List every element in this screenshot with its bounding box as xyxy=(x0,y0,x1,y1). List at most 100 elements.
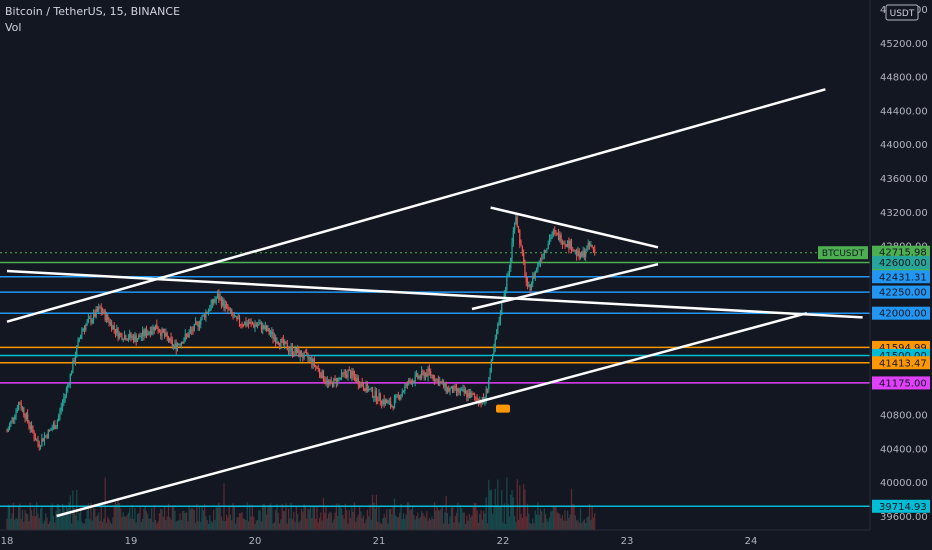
volume-bar xyxy=(569,514,571,530)
volume-bar xyxy=(60,514,62,530)
candle-body xyxy=(27,413,29,422)
candle-body xyxy=(273,337,275,339)
candle-body xyxy=(134,335,136,342)
volume-bar xyxy=(167,503,170,530)
volume-bar xyxy=(457,502,459,530)
candle-body xyxy=(298,349,300,357)
candle-body xyxy=(437,379,440,386)
level-42431-badge xyxy=(872,270,930,284)
candle-body xyxy=(348,370,350,372)
volume-bar xyxy=(72,490,74,530)
candle-body xyxy=(197,322,199,327)
candle-body xyxy=(8,424,11,429)
candle-body xyxy=(307,353,309,359)
volume-bar xyxy=(468,513,471,530)
candle-body xyxy=(449,388,451,392)
candle-body xyxy=(21,408,24,410)
volume-bar xyxy=(488,479,490,530)
candle-body xyxy=(543,250,545,255)
candlesticks[interactable] xyxy=(6,212,596,451)
candle-body xyxy=(542,254,544,259)
time-axis[interactable] xyxy=(0,530,932,550)
candle-body xyxy=(218,293,220,300)
volume-bar xyxy=(448,523,450,530)
candle-body xyxy=(349,370,352,379)
volume-bar xyxy=(198,506,201,530)
volume-bar xyxy=(289,518,291,530)
volume-bar xyxy=(255,520,257,530)
volume-bar xyxy=(428,517,430,530)
candle-body xyxy=(213,299,215,303)
candle-body xyxy=(521,245,523,253)
volume-label[interactable]: Vol xyxy=(5,21,21,34)
volume-bar xyxy=(247,521,250,530)
orange-marker xyxy=(496,404,510,413)
volume-bar xyxy=(383,514,385,530)
currency-badge[interactable] xyxy=(885,4,919,21)
volume-bar xyxy=(180,520,182,530)
candle-body xyxy=(254,324,256,328)
candle-body xyxy=(246,323,248,326)
volume-bar xyxy=(591,506,593,530)
volume-bar xyxy=(582,520,584,530)
candle-body xyxy=(426,373,428,377)
candle-body xyxy=(586,246,588,253)
candle-body xyxy=(315,365,317,367)
candle-body xyxy=(495,333,498,340)
candle-body xyxy=(43,436,46,442)
volume-bar xyxy=(548,517,551,530)
volume-bar xyxy=(105,522,108,530)
volume-bar xyxy=(481,519,483,530)
candle-body xyxy=(136,339,139,343)
volume-bar xyxy=(300,509,303,530)
candle-body xyxy=(511,242,513,258)
candle-body xyxy=(202,314,204,316)
volume-bar xyxy=(390,508,392,530)
candle-body xyxy=(267,328,269,331)
volume-bar xyxy=(131,504,133,530)
candle-body xyxy=(188,332,190,338)
candle-body xyxy=(61,402,64,408)
volume-bar xyxy=(374,508,376,530)
volume-bar xyxy=(166,516,168,530)
candle-body xyxy=(541,258,543,260)
candle-body xyxy=(90,317,92,323)
volume-bar xyxy=(463,512,465,530)
volume-bar xyxy=(530,523,533,530)
volume-bar xyxy=(254,523,256,530)
candle-body xyxy=(206,311,208,313)
volume-bar xyxy=(126,514,128,530)
volume-bar xyxy=(293,511,295,530)
volume-bar xyxy=(393,498,396,530)
trendlines[interactable] xyxy=(6,88,863,518)
candle-body xyxy=(507,275,509,277)
volume-bar xyxy=(411,506,414,530)
volume-bar xyxy=(572,504,574,530)
candle-body xyxy=(413,380,415,383)
volume-bar xyxy=(559,513,561,530)
candle-body xyxy=(499,314,502,321)
candle-body xyxy=(45,435,47,437)
candle-body xyxy=(428,368,430,372)
volume-bar xyxy=(225,514,228,530)
symbol-title[interactable]: Bitcoin / TetherUS, 15, BINANCE xyxy=(5,5,180,18)
candle-body xyxy=(52,424,55,429)
volume-bar xyxy=(387,523,389,530)
volume-bar xyxy=(574,515,576,530)
volume-bar xyxy=(339,506,341,530)
volume-bar xyxy=(111,523,113,530)
candle-body xyxy=(223,299,225,309)
volume-bar xyxy=(307,508,309,530)
volume-bar xyxy=(291,519,294,530)
volume-bar xyxy=(497,479,499,530)
volume-bar xyxy=(58,504,60,530)
candle-body xyxy=(185,333,188,335)
time-tick-label: 21 xyxy=(373,536,386,547)
candle-body xyxy=(324,380,326,382)
candle-body xyxy=(10,420,12,425)
candle-body xyxy=(18,403,20,410)
candle-body xyxy=(400,395,402,399)
volume-bar xyxy=(171,506,173,530)
volume-bar xyxy=(278,523,281,530)
